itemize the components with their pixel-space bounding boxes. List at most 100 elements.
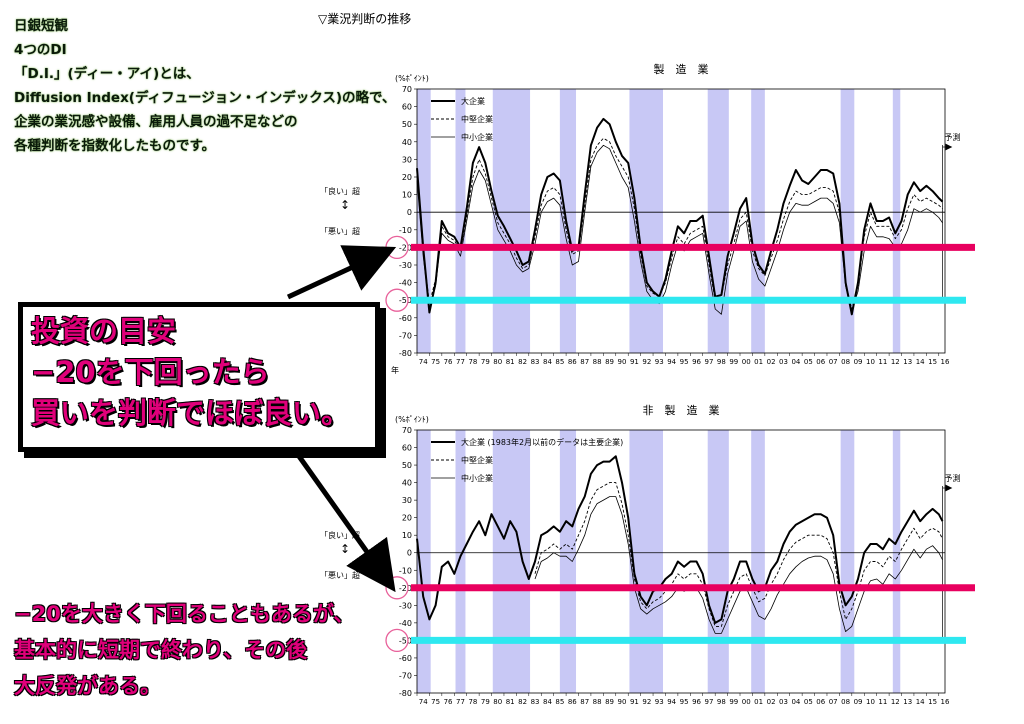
y-tick-label: -40 xyxy=(399,619,412,628)
x-tick-label: 96 xyxy=(692,358,701,366)
plot-frame xyxy=(416,88,946,354)
y-tick-label: -70 xyxy=(399,671,412,680)
x-tick-label: 01 xyxy=(754,698,763,706)
x-tick-label: 07 xyxy=(829,358,838,366)
investment-callout: 投資の目安 −20を下回ったら 買いを判断でほぼ良い。 xyxy=(18,302,380,452)
x-tick-label: 87 xyxy=(580,698,589,706)
x-tick-label: 94 xyxy=(667,358,676,366)
x-tick-label: 80 xyxy=(493,698,502,706)
highlight-circle-minus50 xyxy=(385,628,409,653)
y-axis-label: (%ﾎﾟｲﾝﾄ) xyxy=(395,415,429,424)
x-tick-label: 13 xyxy=(903,698,912,706)
x-tick-label: 88 xyxy=(593,358,602,366)
chart-title: 製 造 業 xyxy=(654,62,709,76)
callout-arrow-bottom xyxy=(293,450,396,593)
y-tick-label: -50 xyxy=(399,296,412,305)
x-tick-label: 76 xyxy=(444,358,453,366)
x-tick-label: 15 xyxy=(928,358,937,366)
x-tick-label: 99 xyxy=(729,698,738,706)
x-tick-label: 91 xyxy=(630,358,639,366)
x-tick-label: 08 xyxy=(841,698,850,706)
y-tick-label: 60 xyxy=(402,103,412,112)
bottom-note-line: −20を大きく下回ることもあるが、 xyxy=(14,602,355,626)
x-tick-label: 95 xyxy=(680,698,689,706)
legend-label: 中堅企業 xyxy=(461,114,493,124)
x-tick-label: 12 xyxy=(891,358,900,366)
note-line: 日銀短観 xyxy=(14,18,68,34)
series-line-1 xyxy=(416,137,943,310)
y-tick-label: 0 xyxy=(407,208,412,217)
updown-arrow-icon: ↕ xyxy=(340,542,351,556)
x-tick-label: 05 xyxy=(804,358,813,366)
note-line: 4つのDI xyxy=(14,42,67,58)
x-tick-label: 06 xyxy=(816,698,825,706)
y-tick-label: -80 xyxy=(399,349,412,358)
note-line: 「D.I.」(ディー・アイ)とは、 xyxy=(14,66,200,82)
y-tick-label: 10 xyxy=(402,191,412,200)
x-tick-label: 89 xyxy=(605,358,614,366)
recession-band xyxy=(559,89,577,353)
forecast-label: 予測 xyxy=(945,473,961,483)
x-tick-label: 14 xyxy=(916,358,925,366)
x-tick-label: 95 xyxy=(680,358,689,366)
x-tick-label: 11 xyxy=(878,358,887,366)
x-tick-label: 10 xyxy=(866,358,875,366)
chart-title: 非 製 造 業 xyxy=(643,403,720,417)
x-tick-label: 80 xyxy=(493,358,502,366)
x-tick-label: 14 xyxy=(916,698,925,706)
x-tick-label: 98 xyxy=(717,698,726,706)
y-tick-label: 70 xyxy=(402,85,412,94)
bottom-note-line: 大反発がある。 xyxy=(14,674,161,698)
y-tick-label: 40 xyxy=(402,138,412,147)
y-tick-label: -20 xyxy=(399,243,412,252)
callout-line: −20を下回ったら xyxy=(31,355,270,389)
x-tick-label: 85 xyxy=(555,358,564,366)
x-tick-label: 94 xyxy=(667,698,676,706)
y-tick-label: 20 xyxy=(402,514,412,523)
x-tick-label: 81 xyxy=(506,358,515,366)
x-tick-label: 78 xyxy=(468,698,477,706)
x-tick-label: 02 xyxy=(767,698,776,706)
series-line-1 xyxy=(534,482,943,627)
x-tick-label: 03 xyxy=(779,358,788,366)
x-tick-label: 84 xyxy=(543,358,552,366)
x-tick-label: 02 xyxy=(767,358,776,366)
x-tick-label: 06 xyxy=(816,358,825,366)
x-tick-label: 10 xyxy=(866,698,875,706)
x-tick-label: 82 xyxy=(518,698,527,706)
x-tick-label: 11 xyxy=(878,698,887,706)
x-tick-label: 75 xyxy=(431,358,440,366)
callout-arrow-top xyxy=(286,245,397,300)
recession-band xyxy=(417,430,431,693)
x-tick-label: 75 xyxy=(431,698,440,706)
x-tick-label: 09 xyxy=(854,358,863,366)
y-tick-label: -80 xyxy=(399,689,412,698)
x-tick-label: 07 xyxy=(829,698,838,706)
recession-band xyxy=(892,89,901,353)
y-tick-label: 20 xyxy=(402,173,412,182)
y-tick-label: 0 xyxy=(407,549,412,558)
x-tick-label: 04 xyxy=(791,698,800,706)
x-tick-label: 81 xyxy=(506,698,515,706)
x-tick-label: 86 xyxy=(568,698,577,706)
y-tick-label: -10 xyxy=(399,226,412,235)
callout-line: 投資の目安 xyxy=(31,314,177,348)
x-tick-label: 93 xyxy=(655,698,664,706)
x-tick-label: 82 xyxy=(518,358,527,366)
updown-arrow-icon: ↕ xyxy=(340,198,351,212)
y-tick-label: 10 xyxy=(402,531,412,540)
x-tick-label: 86 xyxy=(568,358,577,366)
y-tick-label: 70 xyxy=(402,426,412,435)
x-tick-label: 74 xyxy=(419,698,428,706)
y-tick-label: 30 xyxy=(402,496,412,505)
legend-label: 中小企業 xyxy=(461,132,493,142)
x-tick-label: 90 xyxy=(618,698,627,706)
x-tick-label: 91 xyxy=(630,698,639,706)
x-tick-label: 79 xyxy=(481,698,490,706)
x-tick-label: 12 xyxy=(891,698,900,706)
legend-label: 大企業 xyxy=(461,96,485,106)
x-tick-label: 16 xyxy=(941,698,950,706)
recession-band xyxy=(751,430,765,693)
chart-panel-non-manufacturing: 70 60 50 40 30 20 10 0 -10 -20 -30 -40 -50 -60 -70 -80 7… xyxy=(395,403,961,706)
